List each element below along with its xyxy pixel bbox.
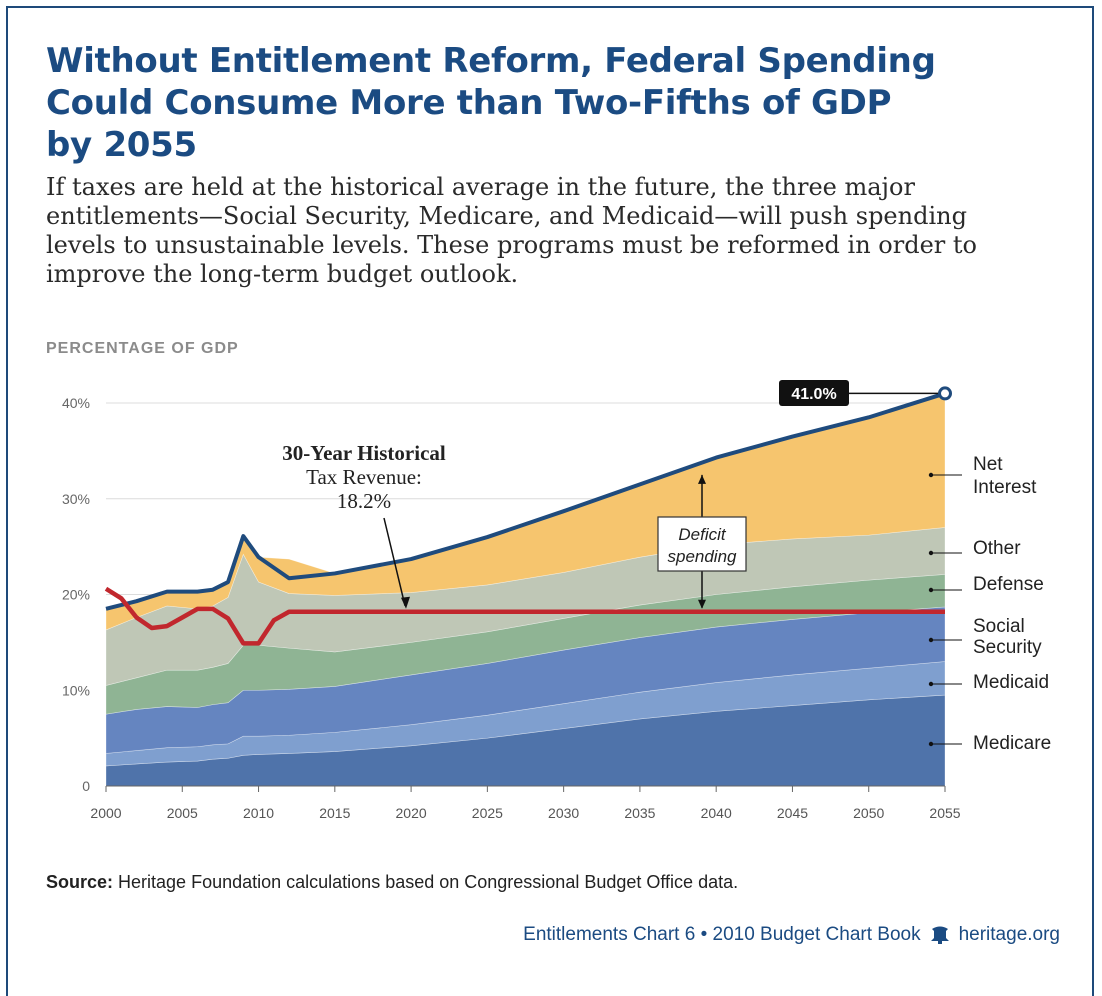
deficit-arrowhead-bottom (698, 599, 706, 609)
x-tick-label: 2040 (701, 805, 732, 821)
revenue-annotation-line: 30-Year Historical (282, 441, 446, 465)
deficit-arrowhead-top (698, 474, 706, 484)
tax-revenue-line (104, 586, 945, 646)
x-tick-label: 2010 (243, 805, 274, 821)
peak-marker (938, 386, 952, 401)
footer-credit-text: Entitlements Chart 6 • 2010 Budget Chart… (523, 924, 921, 945)
x-tick-label: 2035 (624, 805, 655, 821)
x-tick-label: 2005 (167, 805, 198, 821)
x-tick-label: 2055 (929, 805, 960, 821)
x-tick-label: 2000 (90, 805, 121, 821)
legend-label-medicare: Medicare (973, 733, 1051, 754)
footer-site-text: heritage.org (958, 924, 1060, 945)
peak-label-box (779, 380, 849, 406)
revenue-annotation-leader (383, 517, 406, 606)
total-spending-line (105, 391, 946, 611)
x-tick-label: 2030 (548, 805, 579, 821)
source-label: Source: (46, 872, 114, 892)
deficit-label-line: spending (667, 547, 737, 566)
revenue-annotation-line: Tax Revenue: (306, 465, 422, 489)
legend-label-net-interest: Net (973, 454, 1003, 475)
legend-label-social-security: Social (973, 616, 1025, 637)
liberty-bell-icon (930, 926, 949, 944)
x-tick-label: 2045 (777, 805, 808, 821)
chart-title: Without Entitlement Reform, Federal Spen… (46, 41, 936, 165)
deficit-label-line: Deficit (678, 525, 727, 544)
deficit-label-box (657, 516, 747, 572)
y-tick-label: 30% (62, 491, 90, 507)
x-tick-label: 2050 (853, 805, 884, 821)
legend-label-defense: Defense (973, 574, 1044, 595)
y-tick-label: 20% (62, 587, 90, 603)
source-text: Heritage Foundation calculations based o… (113, 872, 739, 892)
revenue-annotation-line: 18.2% (337, 489, 391, 513)
y-tick-label: 0 (82, 778, 90, 794)
peak-label: 41.0% (791, 386, 836, 403)
x-tick-label: 2025 (472, 805, 503, 821)
x-tick-label: 2020 (396, 805, 427, 821)
legend-label-net-interest: Interest (973, 477, 1037, 498)
legend-label-social-security: Security (973, 637, 1042, 658)
chart-subtitle: If taxes are held at the historical aver… (46, 173, 977, 288)
revenue-annotation-arrowhead (401, 596, 410, 609)
source-note: Source: Heritage Foundation calculations… (46, 872, 738, 893)
y-axis-title: PERCENTAGE OF GDP (46, 340, 239, 357)
x-tick-label: 2015 (319, 805, 350, 821)
y-tick-label: 10% (62, 682, 90, 698)
footer-credit: Entitlements Chart 6 • 2010 Budget Chart… (523, 924, 1060, 946)
legend-label-medicaid: Medicaid (973, 672, 1049, 693)
y-tick-label: 40% (62, 395, 90, 411)
legend-label-other: Other (973, 538, 1021, 559)
